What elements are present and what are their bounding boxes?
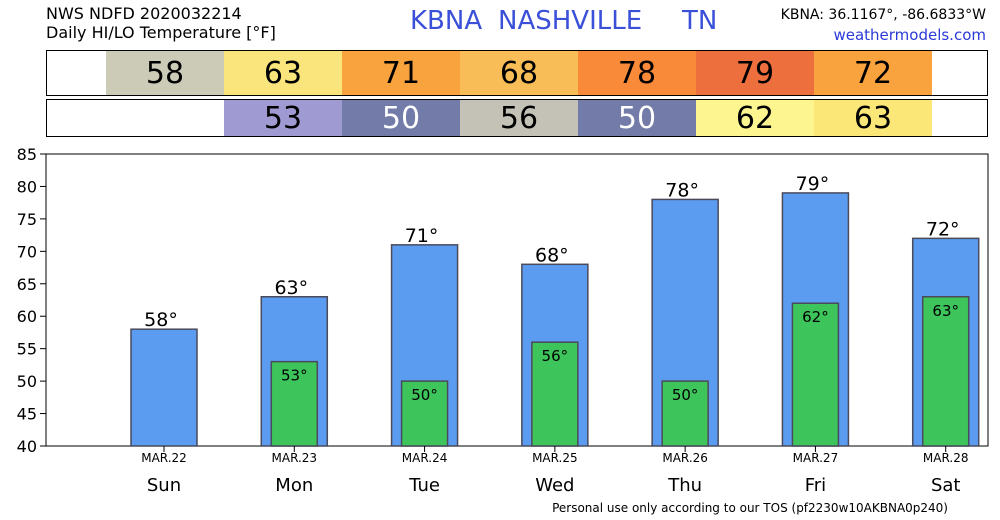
low-bar bbox=[791, 302, 840, 447]
site-link[interactable]: weathermodels.com bbox=[833, 26, 986, 44]
station-state: TN bbox=[682, 6, 718, 36]
high-bar-label: 79° bbox=[796, 173, 830, 195]
x-day-label: Sat bbox=[931, 475, 961, 496]
low-bar-label: 62° bbox=[802, 308, 829, 326]
x-date-label: MAR.25 bbox=[532, 451, 578, 465]
y-tick-label: 60 bbox=[17, 307, 37, 326]
footer-note: Personal use only according to our TOS (… bbox=[552, 501, 948, 515]
x-date-label: MAR.24 bbox=[402, 451, 448, 465]
y-tick-label: 75 bbox=[17, 210, 37, 229]
x-date-label: MAR.26 bbox=[662, 451, 708, 465]
high-temperature-cell: 72 bbox=[814, 51, 932, 95]
x-day-label: Sun bbox=[147, 475, 181, 496]
low-bar-label: 63° bbox=[932, 302, 959, 320]
y-tick-label: 70 bbox=[17, 242, 37, 261]
low-bar bbox=[921, 296, 970, 447]
low-temperature-cell: 53 bbox=[224, 100, 342, 136]
x-date-label: MAR.23 bbox=[272, 451, 318, 465]
low-bar bbox=[531, 341, 579, 447]
high-temperature-cell: 79 bbox=[696, 51, 814, 95]
x-day-label: Wed bbox=[535, 475, 574, 496]
x-date-label: MAR.28 bbox=[923, 451, 969, 465]
low-bar-label: 56° bbox=[542, 347, 569, 365]
low-bar bbox=[270, 360, 319, 447]
x-day-label: Fri bbox=[805, 475, 826, 496]
high-temperature-cell: 58 bbox=[106, 51, 224, 95]
low-temperature-cell: 50 bbox=[342, 100, 460, 136]
header-right: KBNA: 36.1167°, -86.6833°W weathermodels… bbox=[781, 5, 986, 45]
low-bar-label: 50° bbox=[672, 386, 699, 404]
high-temperature-cell: 78 bbox=[578, 51, 696, 95]
low-temperature-cell: 50 bbox=[578, 100, 696, 136]
high-bar-label: 78° bbox=[665, 179, 699, 201]
low-bar-label: 53° bbox=[281, 367, 308, 385]
high-bar-label: 68° bbox=[535, 244, 569, 266]
x-day-label: Thu bbox=[667, 475, 702, 496]
header-left: NWS NDFD 2020032214 Daily HI/LO Temperat… bbox=[46, 4, 276, 42]
high-bar-label: 71° bbox=[405, 225, 439, 247]
high-bar-label: 58° bbox=[144, 309, 178, 331]
y-tick-label: 50 bbox=[17, 372, 37, 391]
low-temperature-cell: 63 bbox=[814, 100, 932, 136]
high-temperature-strip: 58 63 71 68 78 79 72 bbox=[46, 50, 988, 96]
high-temperature-cell: 68 bbox=[460, 51, 578, 95]
y-tick-label: 85 bbox=[17, 145, 37, 164]
y-tick-label: 55 bbox=[17, 340, 37, 359]
y-tick-label: 65 bbox=[17, 275, 37, 294]
low-temperature-cell: 62 bbox=[696, 100, 814, 136]
x-day-label: Mon bbox=[275, 475, 313, 496]
station-city: NASHVILLE bbox=[498, 6, 643, 36]
station-id: KBNA bbox=[410, 6, 483, 36]
high-bar bbox=[130, 328, 198, 447]
y-tick-label: 80 bbox=[17, 177, 37, 196]
y-tick-label: 45 bbox=[17, 405, 37, 424]
high-bar-label: 63° bbox=[274, 277, 308, 299]
x-date-label: MAR.22 bbox=[141, 451, 187, 465]
header-product: Daily HI/LO Temperature [°F] bbox=[46, 23, 276, 42]
y-tick-label: 40 bbox=[17, 437, 37, 456]
station-coordinates: KBNA: 36.1167°, -86.6833°W bbox=[780, 7, 986, 23]
low-temperature-cell: 56 bbox=[460, 100, 578, 136]
low-bar bbox=[400, 380, 449, 447]
high-bar-label: 72° bbox=[926, 218, 960, 240]
high-temperature-cell: 63 bbox=[224, 51, 342, 95]
low-temperature-strip: 53 50 56 50 62 63 bbox=[46, 99, 988, 137]
x-day-label: Tue bbox=[408, 475, 440, 496]
low-bar-label: 50° bbox=[411, 386, 438, 404]
header-model-run: NWS NDFD 2020032214 bbox=[46, 4, 242, 23]
low-bar bbox=[661, 380, 709, 447]
x-date-label: MAR.27 bbox=[793, 451, 839, 465]
high-temperature-cell: 71 bbox=[342, 51, 460, 95]
